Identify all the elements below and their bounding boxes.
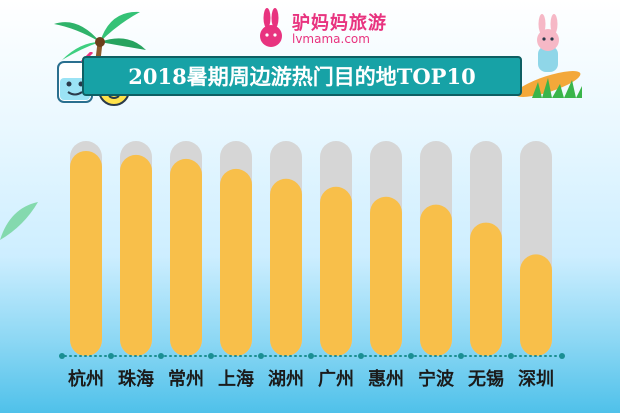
bar-7 (370, 196, 402, 356)
bar-5 (270, 178, 302, 356)
category-label-7: 惠州 (368, 369, 404, 390)
grass-icon (532, 78, 582, 98)
category-label-3: 常州 (168, 368, 204, 390)
axis-dot-3 (158, 353, 164, 359)
axis-dot-2 (108, 353, 114, 359)
category-label-10: 深圳 (518, 368, 554, 390)
axis-dot-5 (258, 353, 264, 359)
axis-dot-1 (59, 353, 65, 359)
bar-6 (320, 186, 352, 356)
category-label-9: 无锡 (468, 368, 504, 390)
category-label-1: 杭州 (68, 368, 104, 390)
chart-title: 2018暑期周边游热门目的地TOP10 (128, 64, 476, 89)
brand-logo[interactable]: 驴妈妈旅游 lvmama.com (250, 6, 390, 52)
brand-url: lvmama.com (292, 32, 370, 46)
bar-2 (120, 154, 152, 356)
axis-dot-8 (408, 353, 414, 359)
bar-8 (420, 204, 452, 356)
category-label-2: 珠海 (118, 368, 154, 390)
axis-dot-11 (559, 353, 565, 359)
bar-4 (220, 168, 252, 356)
category-label-4: 上海 (218, 368, 254, 390)
leaf-icon (0, 202, 38, 240)
axis-dot-4 (208, 353, 214, 359)
bar-1 (70, 150, 102, 356)
axis-dot-7 (358, 353, 364, 359)
bar-3 (170, 158, 202, 356)
axis-dot-10 (508, 353, 514, 359)
brand-name: 驴妈妈旅游 (292, 13, 387, 34)
title-banner: 2018暑期周边游热门目的地TOP10 (82, 56, 522, 96)
rabbit-logo-icon (260, 8, 282, 47)
axis-dot-6 (308, 353, 314, 359)
axis-dot-9 (458, 353, 464, 359)
category-label-8: 宁波 (418, 368, 455, 390)
bar-10 (520, 254, 552, 356)
category-label-6: 广州 (318, 368, 354, 390)
category-label-5: 湖州 (268, 369, 304, 390)
bar-9 (470, 222, 502, 356)
